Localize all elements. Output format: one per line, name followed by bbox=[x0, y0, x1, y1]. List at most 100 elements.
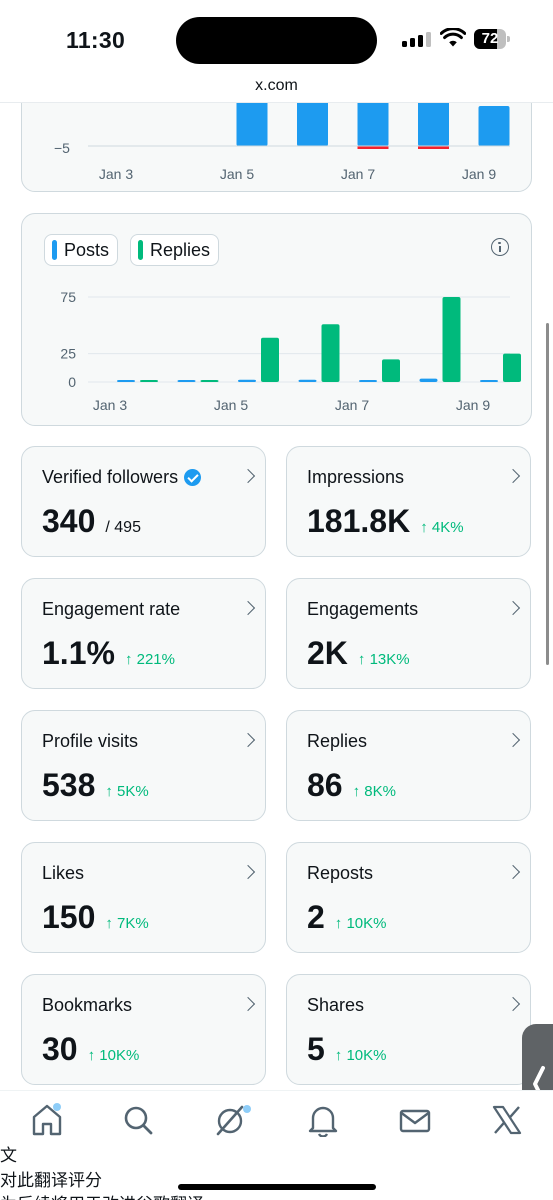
search-icon[interactable] bbox=[122, 1103, 154, 1137]
posts-replies-chart: 0 25 75 Jan 3 Jan 5 Jan 7 Jan 9 bbox=[60, 289, 521, 413]
replies-bar[interactable] bbox=[382, 359, 400, 382]
impressions-bar[interactable] bbox=[478, 106, 510, 146]
metric-card-profile-visits[interactable]: Profile visits 538 ↑ 5K% bbox=[21, 710, 266, 821]
scrollbar-thumb[interactable] bbox=[546, 323, 549, 665]
home-indicator bbox=[178, 1184, 376, 1190]
metric-change: ↑ 10K% bbox=[334, 915, 387, 932]
x-tick-label: Jan 3 bbox=[99, 166, 133, 182]
metric-value-row: 2K ↑ 13K% bbox=[307, 635, 410, 672]
posts-bar[interactable] bbox=[359, 380, 377, 382]
posts-bar[interactable] bbox=[117, 380, 135, 382]
legend-replies-label: Replies bbox=[150, 239, 211, 260]
replies-bar[interactable] bbox=[321, 324, 340, 382]
chevron-right-icon bbox=[505, 732, 521, 748]
messages-icon[interactable] bbox=[399, 1103, 431, 1137]
metric-change: ↑ 8K% bbox=[352, 783, 396, 800]
metric-value: 181.8K bbox=[307, 503, 411, 539]
metric-label-text: Profile visits bbox=[42, 731, 139, 751]
analytics-content[interactable]: −5 Jan 3 Jan 5 Jan 7 Jan 9 0 25 75 Jan 3 Jan 5… bbox=[0, 103, 553, 1090]
metric-value-row: 538 ↑ 5K% bbox=[42, 767, 149, 804]
metric-label-text: Impressions bbox=[307, 467, 405, 487]
metric-value: 538 bbox=[42, 767, 96, 803]
y-tick-label: 75 bbox=[60, 289, 76, 305]
posts-bar[interactable] bbox=[419, 378, 438, 382]
battery-icon: 72 bbox=[474, 29, 510, 49]
impressions-chart: −5 Jan 3 Jan 5 Jan 7 Jan 9 bbox=[54, 103, 510, 182]
replies-bar[interactable] bbox=[140, 380, 158, 382]
grok-icon[interactable] bbox=[214, 1103, 246, 1137]
metric-value-row: 181.8K ↑ 4K% bbox=[307, 503, 464, 540]
verified-badge-icon bbox=[184, 469, 202, 486]
status-time: 11:30 bbox=[66, 27, 126, 53]
chevron-right-icon bbox=[505, 468, 521, 484]
metric-label-text: Likes bbox=[42, 863, 85, 883]
impressions-bar[interactable] bbox=[236, 103, 268, 146]
posts-bar[interactable] bbox=[298, 379, 317, 382]
metric-label-text: Bookmarks bbox=[42, 995, 133, 1015]
home-notification-dot bbox=[53, 1103, 61, 1111]
replies-bar[interactable] bbox=[261, 337, 279, 382]
negative-bar[interactable] bbox=[418, 146, 449, 149]
posts-swatch bbox=[52, 240, 57, 260]
posts-bar[interactable] bbox=[480, 380, 498, 382]
address-bar-url[interactable]: x.com bbox=[255, 77, 298, 94]
metric-value: 150 bbox=[42, 899, 96, 935]
negative-bar[interactable] bbox=[357, 146, 389, 149]
metric-card-engagement-rate[interactable]: Engagement rate 1.1% ↑ 221% bbox=[21, 578, 266, 689]
replies-bar[interactable] bbox=[200, 380, 219, 382]
metric-label: Impressions bbox=[307, 467, 404, 488]
impressions-bar[interactable] bbox=[297, 103, 328, 146]
metric-change: ↑ 5K% bbox=[105, 783, 149, 800]
x-tick-label: Jan 5 bbox=[220, 166, 254, 182]
info-icon[interactable] bbox=[491, 238, 509, 256]
notifications-icon[interactable] bbox=[307, 1103, 339, 1137]
chevron-right-icon bbox=[505, 996, 521, 1012]
metric-label-text: Reposts bbox=[307, 863, 374, 883]
replies-bar[interactable] bbox=[442, 297, 461, 382]
metric-card-replies[interactable]: Replies 86 ↑ 8K% bbox=[286, 710, 531, 821]
metric-value: 30 bbox=[42, 1031, 78, 1067]
posts-bar[interactable] bbox=[238, 379, 256, 382]
x-tick-label: Jan 7 bbox=[335, 397, 369, 413]
x-tick-label: Jan 7 bbox=[341, 166, 375, 182]
metric-card-impressions[interactable]: Impressions 181.8K ↑ 4K% bbox=[286, 446, 531, 557]
x-logo-icon[interactable] bbox=[491, 1103, 523, 1137]
metric-card-verified-followers[interactable]: Verified followers 340 / 495 bbox=[21, 446, 266, 557]
metric-change: ↑ 10K% bbox=[334, 1047, 387, 1064]
metric-change: ↑ 4K% bbox=[420, 519, 464, 536]
metric-label: Replies bbox=[307, 731, 367, 752]
metric-label: Shares bbox=[307, 995, 364, 1016]
metric-value: 340 bbox=[42, 503, 96, 539]
metric-total: / 495 bbox=[105, 519, 141, 536]
translate-overlay-line-2[interactable]: 对此翻译评分 bbox=[0, 1171, 102, 1190]
metric-label: Engagement rate bbox=[42, 599, 180, 620]
chevron-right-icon bbox=[240, 864, 256, 880]
metric-label-text: Shares bbox=[307, 995, 365, 1015]
metric-card-engagements[interactable]: Engagements 2K ↑ 13K% bbox=[286, 578, 531, 689]
x-tick-label: Jan 5 bbox=[214, 397, 248, 413]
x-tick-label: Jan 9 bbox=[462, 166, 496, 182]
legend-posts-label: Posts bbox=[64, 239, 110, 260]
metric-label: Engagements bbox=[307, 599, 418, 620]
metric-card-bookmarks[interactable]: Bookmarks 30 ↑ 10K% bbox=[21, 974, 266, 1085]
replies-bar[interactable] bbox=[503, 353, 521, 382]
legend-replies[interactable]: Replies bbox=[130, 234, 220, 266]
metric-label: Profile visits bbox=[42, 731, 138, 752]
x-tick-label: Jan 3 bbox=[93, 397, 127, 413]
impressions-bar[interactable] bbox=[357, 103, 389, 146]
metric-value: 2K bbox=[307, 635, 348, 671]
metric-label: Verified followers bbox=[42, 467, 202, 488]
home-icon[interactable] bbox=[31, 1103, 63, 1137]
battery-level: 72 bbox=[481, 30, 499, 47]
metric-value: 1.1% bbox=[42, 635, 115, 671]
metric-card-shares[interactable]: Shares 5 ↑ 10K% bbox=[286, 974, 531, 1085]
metric-card-reposts[interactable]: Reposts 2 ↑ 10K% bbox=[286, 842, 531, 953]
posts-bar[interactable] bbox=[177, 380, 196, 382]
metric-card-likes[interactable]: Likes 150 ↑ 7K% bbox=[21, 842, 266, 953]
y-tick-label: 25 bbox=[60, 346, 76, 362]
metric-value: 5 bbox=[307, 1031, 325, 1067]
metric-value: 86 bbox=[307, 767, 343, 803]
dynamic-island bbox=[176, 17, 377, 64]
legend-posts[interactable]: Posts bbox=[44, 234, 119, 266]
impressions-bar[interactable] bbox=[418, 103, 449, 146]
